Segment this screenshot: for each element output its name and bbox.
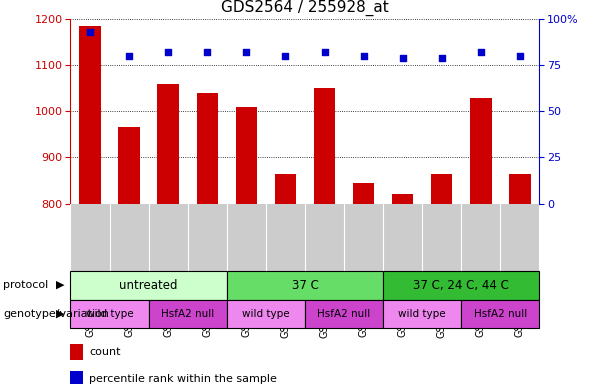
- Point: [437, 55, 447, 61]
- Bar: [305, 300, 383, 328]
- Text: HsfA2 null: HsfA2 null: [318, 309, 371, 319]
- Bar: [227, 300, 305, 328]
- Title: GDS2564 / 255928_at: GDS2564 / 255928_at: [221, 0, 389, 17]
- Bar: [149, 300, 227, 328]
- Text: wild type: wild type: [242, 309, 290, 319]
- Bar: [70, 371, 83, 384]
- Point: [124, 53, 134, 59]
- Point: [398, 55, 408, 61]
- Text: 37 C: 37 C: [292, 279, 318, 291]
- Text: percentile rank within the sample: percentile rank within the sample: [89, 374, 276, 384]
- Text: wild type: wild type: [398, 309, 446, 319]
- Text: untreated: untreated: [120, 279, 178, 291]
- Bar: [70, 300, 149, 328]
- Point: [319, 49, 329, 55]
- Bar: [118, 127, 140, 204]
- Bar: [235, 107, 257, 204]
- Point: [515, 53, 525, 59]
- Point: [359, 53, 368, 59]
- Point: [242, 49, 251, 55]
- Text: wild type: wild type: [86, 309, 134, 319]
- Bar: [462, 300, 539, 328]
- Point: [85, 29, 95, 35]
- Text: ▶: ▶: [56, 280, 65, 290]
- Bar: [79, 26, 101, 204]
- Bar: [275, 174, 296, 204]
- Bar: [353, 183, 375, 204]
- Point: [281, 53, 291, 59]
- Bar: [383, 300, 462, 328]
- Text: ▶: ▶: [56, 309, 65, 319]
- Bar: [509, 174, 531, 204]
- Point: [163, 49, 173, 55]
- Bar: [158, 84, 179, 204]
- Bar: [470, 98, 492, 204]
- Bar: [392, 194, 413, 204]
- Text: count: count: [89, 347, 120, 357]
- Point: [202, 49, 212, 55]
- Text: protocol: protocol: [3, 280, 48, 290]
- Point: [476, 49, 485, 55]
- Bar: [314, 88, 335, 204]
- Bar: [70, 344, 83, 360]
- Text: HsfA2 null: HsfA2 null: [161, 309, 215, 319]
- Bar: [227, 271, 383, 300]
- Bar: [197, 93, 218, 204]
- Text: 37 C, 24 C, 44 C: 37 C, 24 C, 44 C: [413, 279, 509, 291]
- Bar: [383, 271, 539, 300]
- Text: HsfA2 null: HsfA2 null: [474, 309, 527, 319]
- Text: genotype/variation: genotype/variation: [3, 309, 109, 319]
- Bar: [70, 271, 227, 300]
- Bar: [431, 174, 452, 204]
